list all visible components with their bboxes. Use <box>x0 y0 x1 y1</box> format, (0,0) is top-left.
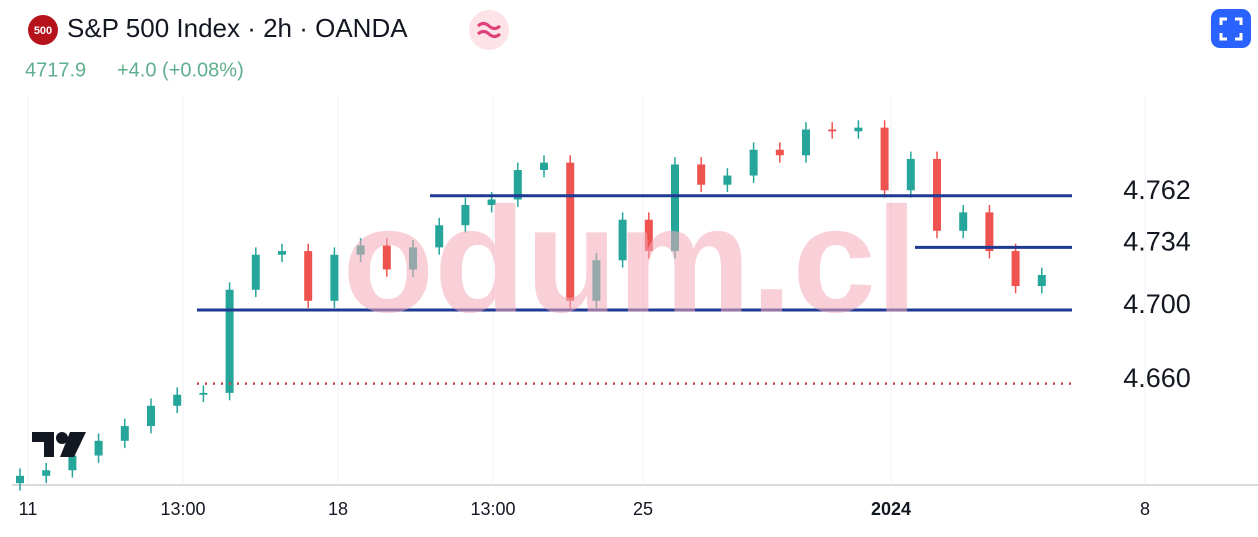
candle-body <box>697 164 706 185</box>
level-label: 4.762 <box>1123 175 1191 205</box>
candle-body <box>120 426 129 441</box>
candle-body <box>566 162 575 301</box>
candle-body <box>618 219 627 261</box>
last-price: 4717.9 <box>25 59 86 81</box>
candle-body <box>1011 251 1020 287</box>
candle-body <box>225 289 234 393</box>
candle-body <box>251 254 260 290</box>
candle-body <box>278 251 286 255</box>
candle-body <box>513 170 522 200</box>
candle-body <box>409 247 417 270</box>
price-change: +4.0 (+0.08%) <box>117 59 244 81</box>
x-tick-label: 13:00 <box>160 499 205 519</box>
x-tick-label: 8 <box>1140 499 1150 519</box>
candle-body <box>173 394 182 406</box>
fullscreen-icon <box>1219 17 1243 41</box>
candle-body <box>16 475 24 484</box>
candle-body <box>906 158 915 191</box>
x-tick-label: 11 <box>19 499 38 519</box>
candle-body <box>68 455 77 471</box>
candle-body <box>356 245 365 255</box>
x-tick-label: 18 <box>328 499 348 519</box>
candle-body <box>828 129 837 132</box>
candle-body <box>723 175 732 185</box>
candle-body <box>304 251 313 301</box>
candle-body <box>644 219 653 252</box>
logo-text: 500 <box>34 25 52 37</box>
candle-body <box>147 405 155 427</box>
candle-body <box>487 199 496 205</box>
candle-body <box>854 127 863 132</box>
fullscreen-button[interactable] <box>1211 9 1251 48</box>
candle-body <box>880 127 889 191</box>
candle-body <box>775 149 784 156</box>
wave-icon-lines <box>476 22 502 38</box>
candle-body <box>802 129 810 156</box>
candle-body <box>461 205 470 226</box>
x-tick-label: 13:00 <box>470 499 515 519</box>
chart-title: S&P 500 Index · 2h · OANDA <box>67 13 408 43</box>
x-tick-label: 2024 <box>871 499 911 519</box>
candle-body <box>985 212 994 252</box>
tradingview-logo <box>32 432 86 457</box>
candle-body <box>540 162 548 170</box>
logo-badge <box>28 15 58 45</box>
wave-icon <box>469 10 509 50</box>
candle-body <box>94 440 103 456</box>
candle-body <box>1037 275 1046 287</box>
candle-body <box>671 164 679 252</box>
x-tick-label: 25 <box>633 499 653 519</box>
candle-body <box>749 149 758 176</box>
level-label: 4.660 <box>1123 363 1191 393</box>
candle-body <box>592 260 601 301</box>
candle-body <box>382 245 391 270</box>
watermark: odum.cl <box>342 176 917 344</box>
candle-body <box>42 470 51 476</box>
candle-body <box>435 225 444 248</box>
level-label: 4.734 <box>1123 226 1191 256</box>
candle-body <box>199 392 208 395</box>
level-label: 4.700 <box>1123 289 1191 319</box>
candle-body <box>959 212 968 231</box>
candle-body <box>330 254 339 301</box>
